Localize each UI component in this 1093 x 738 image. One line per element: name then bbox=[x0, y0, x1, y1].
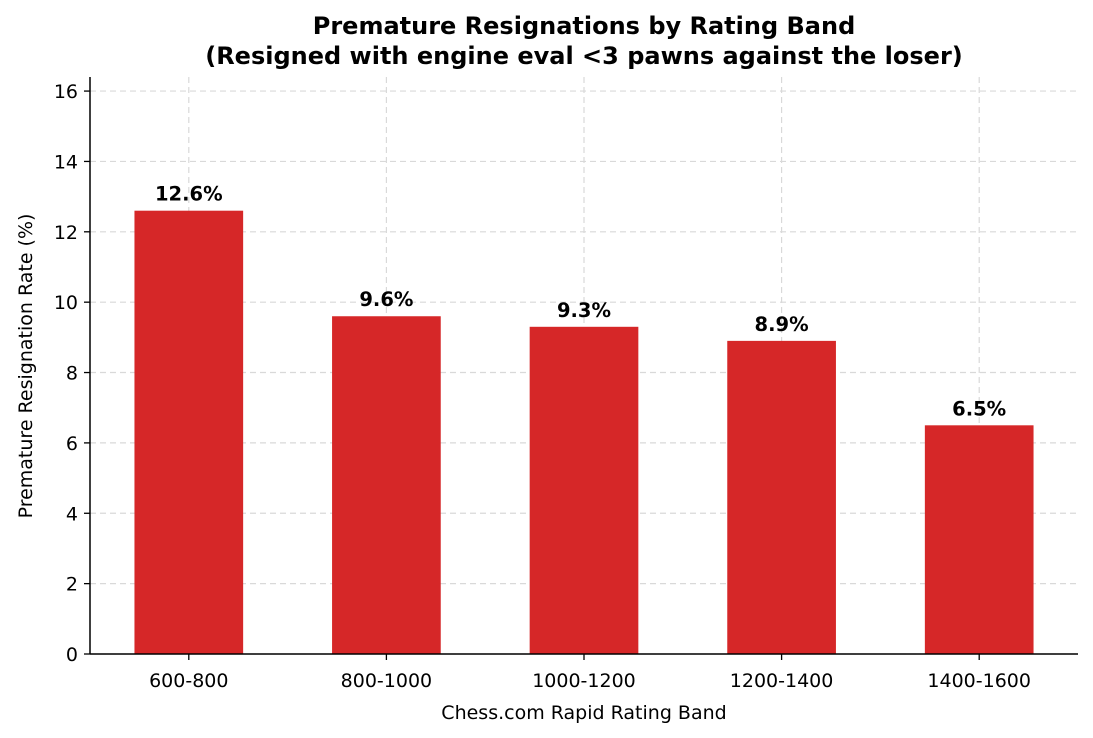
bar-600-800 bbox=[134, 210, 244, 654]
y-tick-label: 12 bbox=[54, 222, 78, 244]
ticks: 0 2 4 6 8 10 12 14 16 600-800 800-1000 1000-1200 120… bbox=[54, 81, 1031, 692]
y-tick-label: 8 bbox=[66, 363, 78, 385]
data-label: 9.6% bbox=[359, 288, 413, 311]
bar-1400-1600 bbox=[924, 425, 1034, 654]
x-axis-label: Chess.com Rapid Rating Band bbox=[441, 702, 726, 724]
y-tick-label: 10 bbox=[54, 292, 78, 314]
chart-subtitle: (Resigned with engine eval <3 pawns agai… bbox=[205, 42, 963, 70]
x-tick-label: 1200-1400 bbox=[730, 670, 834, 692]
x-tick-label: 1000-1200 bbox=[532, 670, 636, 692]
data-label: 12.6% bbox=[155, 183, 223, 206]
y-tick-label: 6 bbox=[66, 433, 78, 455]
y-tick-label: 14 bbox=[54, 151, 78, 173]
x-tick-label: 1400-1600 bbox=[927, 670, 1031, 692]
bars bbox=[134, 210, 1034, 654]
y-tick-label: 16 bbox=[54, 81, 78, 103]
y-axis-label: Premature Resignation Rate (%) bbox=[15, 214, 37, 519]
x-tick-label: 600-800 bbox=[149, 670, 228, 692]
chart-title: Premature Resignations by Rating Band bbox=[313, 12, 856, 40]
bar-1000-1200 bbox=[529, 326, 639, 654]
y-tick-label: 0 bbox=[66, 644, 78, 666]
bar-800-1000 bbox=[332, 316, 441, 654]
data-labels: 12.6% 9.6% 9.3% 8.9% 6.5% bbox=[155, 183, 1006, 421]
data-label: 6.5% bbox=[952, 397, 1006, 420]
y-tick-label: 2 bbox=[66, 574, 78, 596]
data-label: 8.9% bbox=[755, 313, 809, 336]
y-tick-label: 4 bbox=[66, 503, 78, 525]
bar-1200-1400 bbox=[727, 340, 836, 654]
x-tick-label: 800-1000 bbox=[341, 670, 432, 692]
data-label: 9.3% bbox=[557, 299, 611, 322]
